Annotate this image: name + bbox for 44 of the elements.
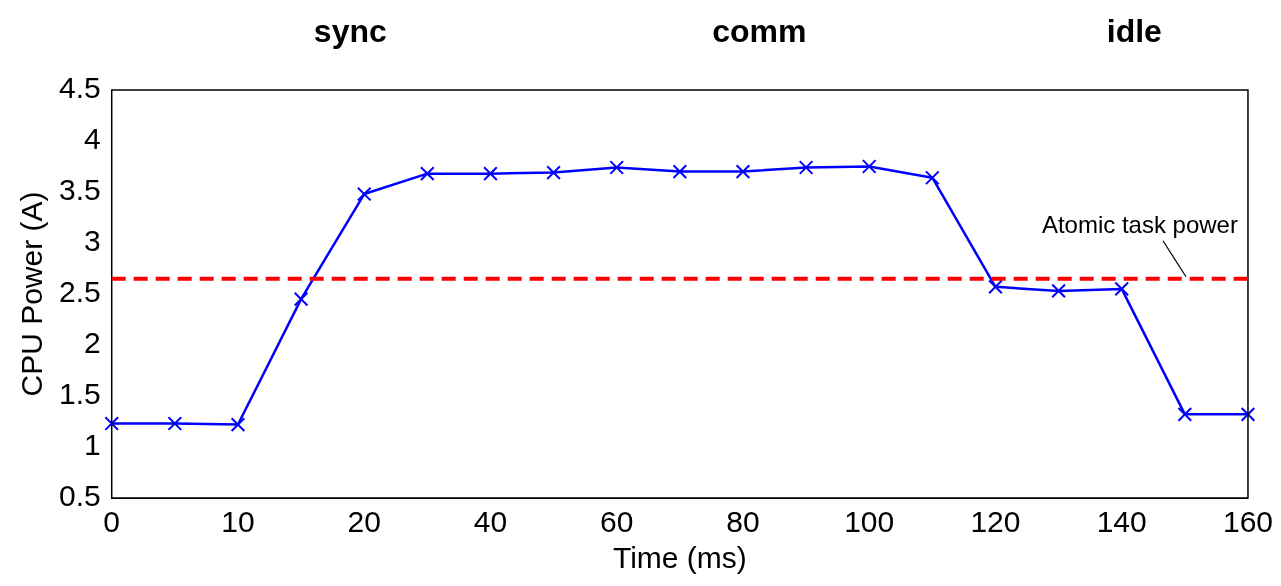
- point: [861, 159, 877, 174]
- x-tick-label: 0: [103, 505, 121, 539]
- point: [419, 166, 435, 181]
- y-tick-label: 3.5: [58, 173, 101, 207]
- x-tick-label: 10: [221, 505, 255, 539]
- point: [167, 416, 183, 431]
- point: [672, 164, 688, 179]
- y-tick-label: 2.5: [58, 275, 101, 309]
- point: [230, 417, 246, 432]
- y-tick-label: 1: [84, 428, 101, 462]
- point: [104, 416, 120, 431]
- x-axis-title: Time (ms): [612, 541, 747, 575]
- x-tick-label: 140: [1096, 505, 1147, 539]
- text: comm: [712, 12, 807, 49]
- x-tick-label: 100: [844, 505, 895, 539]
- x-tick-label: 80: [726, 505, 760, 539]
- y-axis-title: CPU Power (A): [15, 191, 49, 397]
- text: sync: [313, 12, 387, 49]
- point: [546, 165, 561, 180]
- ref-line-label: Atomic task power: [1041, 211, 1238, 239]
- point: [293, 291, 309, 307]
- point: [1051, 283, 1066, 299]
- point: [735, 164, 751, 179]
- x-tick-label: 20: [347, 505, 381, 539]
- y-tick-label: 2: [84, 326, 101, 360]
- x-tick-label: 40: [473, 505, 508, 539]
- y-tick-label: 1.5: [58, 377, 101, 411]
- point: [1177, 407, 1193, 422]
- y-tick-label: 4: [84, 122, 101, 156]
- x-tick-label: 120: [970, 505, 1021, 539]
- x-tick-label: 60: [600, 505, 634, 539]
- y-tick-label: 4.5: [58, 71, 101, 105]
- y-tick-label: 0.5: [58, 479, 101, 513]
- point: [483, 166, 498, 181]
- point: [1240, 407, 1256, 422]
- point: [798, 160, 814, 175]
- y-tick-label: 3: [84, 224, 101, 258]
- point: [356, 186, 372, 202]
- x-tick-label: 160: [1222, 505, 1273, 539]
- point: [988, 279, 1003, 295]
- point: [1114, 281, 1130, 297]
- point: [609, 160, 625, 175]
- text: idle: [1106, 12, 1162, 49]
- point: [924, 170, 940, 186]
